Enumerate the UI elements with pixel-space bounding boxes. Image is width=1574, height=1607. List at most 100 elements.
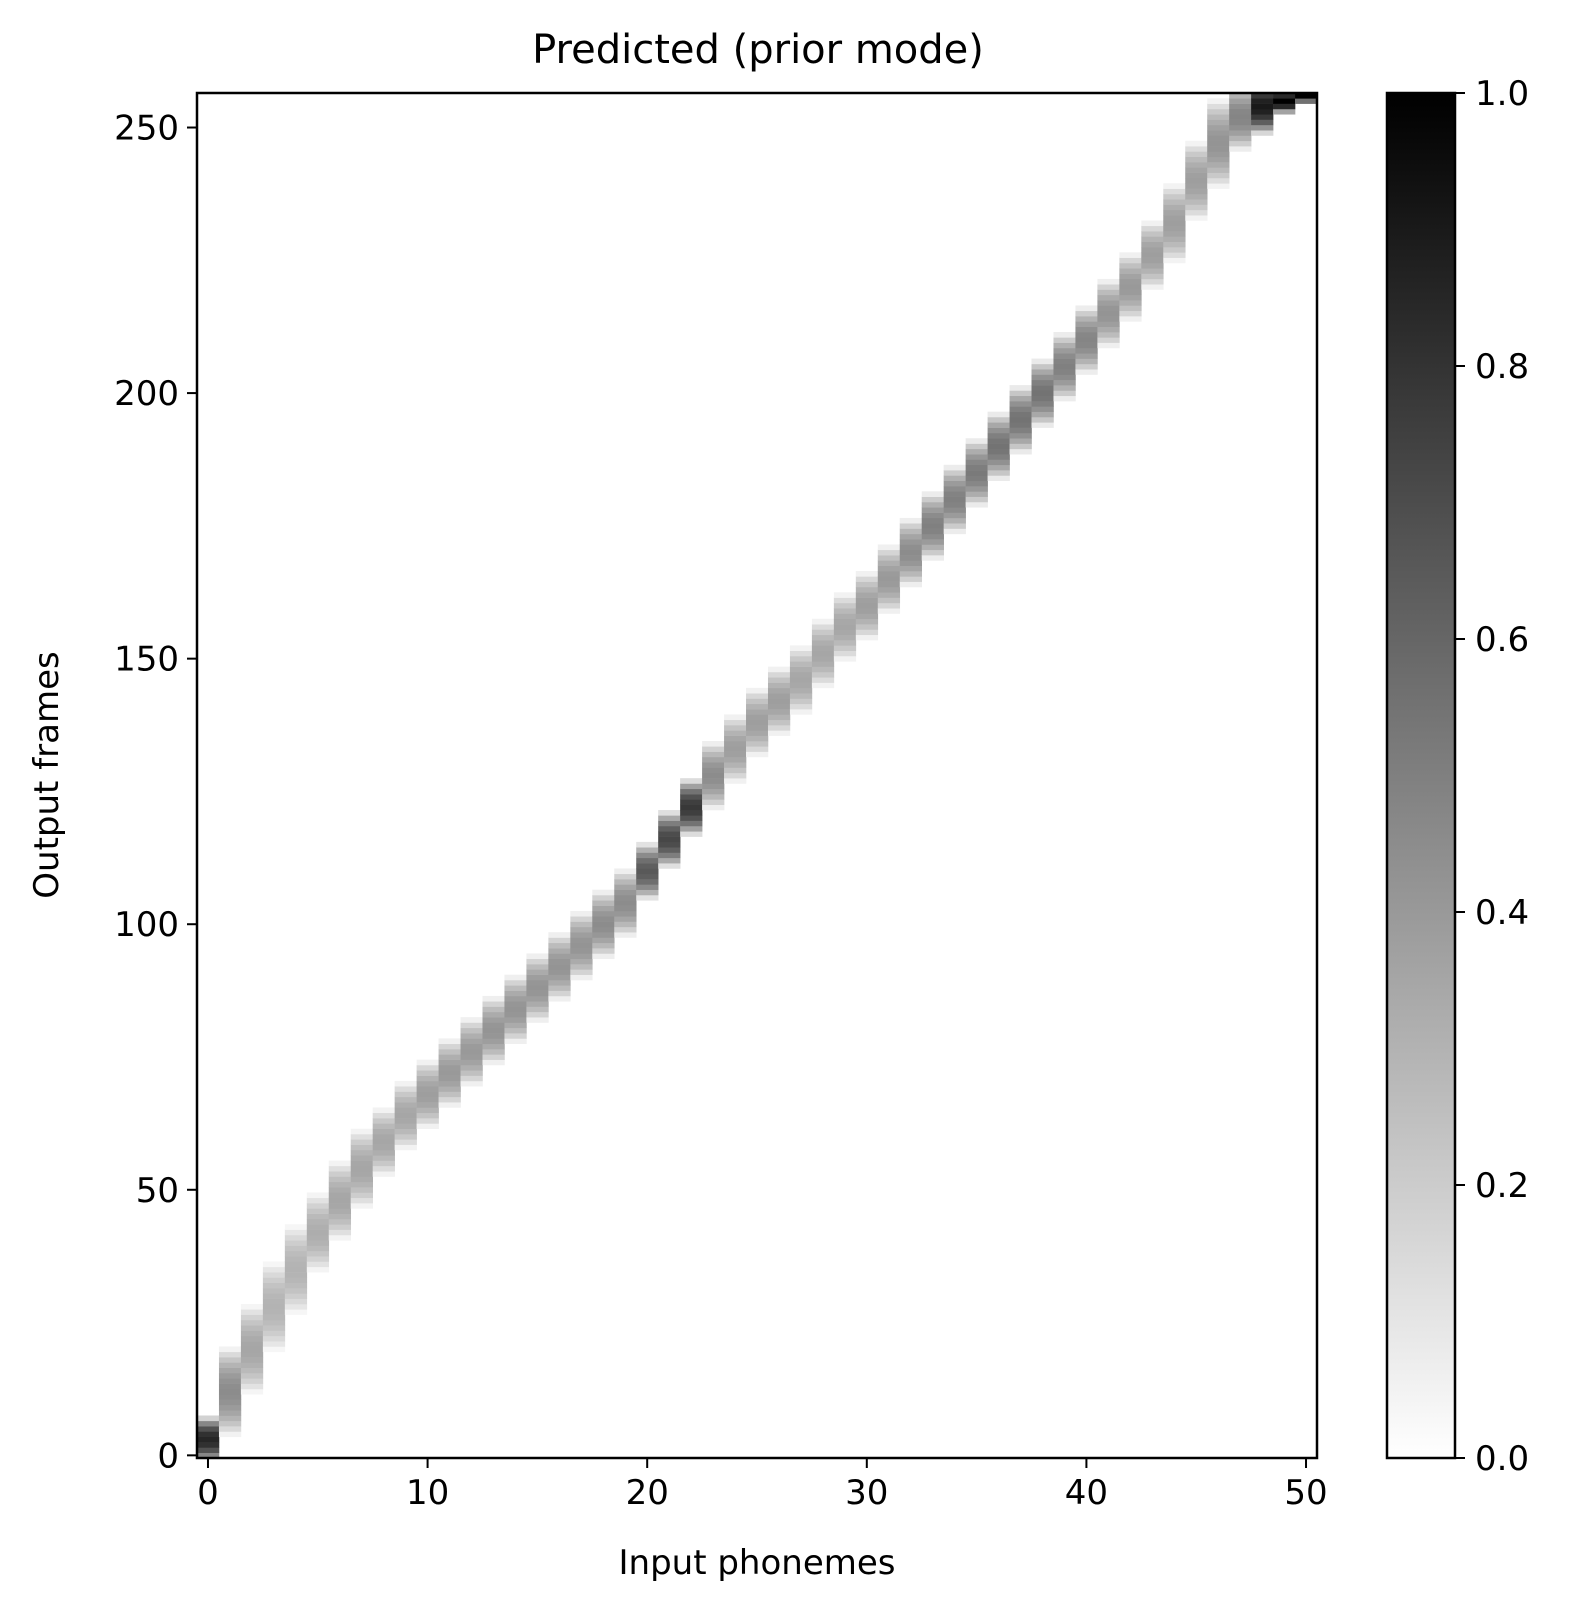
heatmap-cell	[987, 422, 1010, 428]
heatmap-cell	[943, 480, 966, 487]
heatmap-cell	[987, 454, 1010, 460]
heatmap-cell	[636, 868, 659, 875]
heatmap-cell	[262, 1272, 286, 1278]
heatmap-cell	[1251, 108, 1274, 115]
heatmap-cell	[724, 767, 747, 774]
heatmap-cell	[1053, 363, 1076, 370]
heatmap-cell	[724, 778, 747, 784]
heatmap-cell	[592, 889, 615, 896]
heatmap-cell	[965, 496, 988, 503]
heatmap-cell	[592, 916, 615, 922]
heatmap-cell	[680, 794, 703, 800]
heatmap-cell	[1163, 183, 1186, 189]
heatmap-cell	[284, 1293, 308, 1299]
heatmap-cell	[1053, 379, 1076, 386]
heatmap-cell	[724, 714, 747, 721]
heatmap-cell	[350, 1197, 373, 1204]
heatmap-cell	[680, 799, 703, 806]
heatmap-cell	[899, 523, 923, 529]
heatmap-cell	[1229, 130, 1252, 136]
heatmap-cell	[702, 794, 725, 800]
heatmap-cell	[328, 1197, 352, 1204]
heatmap-cell	[1229, 108, 1252, 115]
heatmap-cell	[416, 1075, 439, 1082]
heatmap-cell	[262, 1282, 286, 1289]
heatmap-cell	[284, 1261, 308, 1268]
heatmap-cell	[394, 1091, 417, 1098]
heatmap-cell	[943, 486, 966, 492]
heatmap-cell	[460, 1059, 483, 1066]
heatmap-cell	[350, 1192, 373, 1199]
heatmap-cell	[658, 852, 681, 859]
heatmap-cell	[1097, 321, 1120, 327]
heatmap-cell	[1097, 316, 1120, 322]
heatmap-cell	[877, 565, 901, 572]
heatmap-cell	[438, 1102, 461, 1108]
heatmap-cell	[811, 656, 835, 662]
heatmap-cell	[416, 1096, 439, 1103]
heatmap-cell	[1075, 363, 1098, 370]
heatmap-cell	[724, 725, 747, 731]
heatmap-cell	[1163, 225, 1186, 232]
heatmap-cell	[1053, 358, 1076, 365]
heatmap-cell	[811, 650, 835, 657]
heatmap-cell	[1163, 193, 1186, 200]
heatmap-cell	[1053, 385, 1076, 391]
heatmap-cell	[592, 937, 615, 944]
heatmap-cell	[855, 581, 879, 588]
heatmap-cell	[548, 985, 571, 991]
heatmap-cell	[702, 756, 725, 763]
heatmap-cell	[746, 703, 769, 710]
heatmap-cell	[614, 873, 637, 880]
heatmap-cell	[570, 910, 593, 917]
heatmap-cell	[1229, 140, 1252, 147]
chart-title: Predicted (prior mode)	[532, 27, 984, 73]
heatmap-cell	[1075, 316, 1098, 322]
heatmap-cell	[943, 512, 966, 519]
heatmap-cell	[987, 443, 1010, 450]
heatmap-cell	[855, 629, 879, 636]
heatmap-cell	[833, 640, 857, 646]
heatmap-cell	[1031, 363, 1054, 370]
heatmap-cell	[680, 815, 703, 821]
heatmap-cell	[1141, 284, 1164, 290]
heatmap-cell	[987, 411, 1010, 418]
heatmap-cell	[833, 618, 857, 625]
heatmap-cell	[1009, 432, 1032, 439]
heatmap-cell	[1119, 289, 1142, 296]
heatmap-cell	[811, 682, 835, 689]
heatmap-cell	[658, 836, 681, 843]
heatmap-cell	[1185, 140, 1208, 147]
heatmap-cell	[899, 517, 923, 524]
heatmap-cell	[987, 464, 1010, 471]
heatmap-cell	[197, 1420, 220, 1427]
heatmap-cell	[614, 905, 637, 912]
heatmap-cell	[416, 1123, 439, 1129]
heatmap-cell	[1229, 124, 1252, 131]
heatmap-cell	[438, 1091, 461, 1098]
heatmap-cell	[1229, 119, 1252, 126]
heatmap-cell	[482, 1022, 505, 1029]
heatmap-cell	[987, 470, 1010, 476]
heatmap-cell	[328, 1213, 352, 1220]
heatmap-cell	[438, 1049, 461, 1055]
heatmap-cell	[1097, 332, 1120, 338]
y-axis-label: Output frames	[27, 651, 67, 898]
heatmap-cell	[658, 815, 681, 821]
heatmap-cell	[1097, 337, 1120, 343]
heatmap-cell	[548, 953, 571, 960]
heatmap-cell	[306, 1261, 330, 1268]
y-tick-label: 150	[114, 640, 179, 680]
heatmap-cell	[218, 1404, 242, 1411]
heatmap-cell	[987, 448, 1010, 455]
heatmap-cell	[1119, 284, 1142, 290]
heatmap-cell	[1075, 358, 1098, 365]
heatmap-cell	[1207, 98, 1230, 104]
heatmap-cell	[1141, 241, 1164, 248]
heatmap-cell	[1163, 231, 1186, 237]
heatmap-cell	[1185, 193, 1208, 200]
heatmap-cell	[306, 1240, 330, 1246]
heatmap-cell	[1207, 119, 1230, 126]
heatmap-cell	[877, 597, 901, 604]
heatmap-cell	[394, 1118, 417, 1124]
